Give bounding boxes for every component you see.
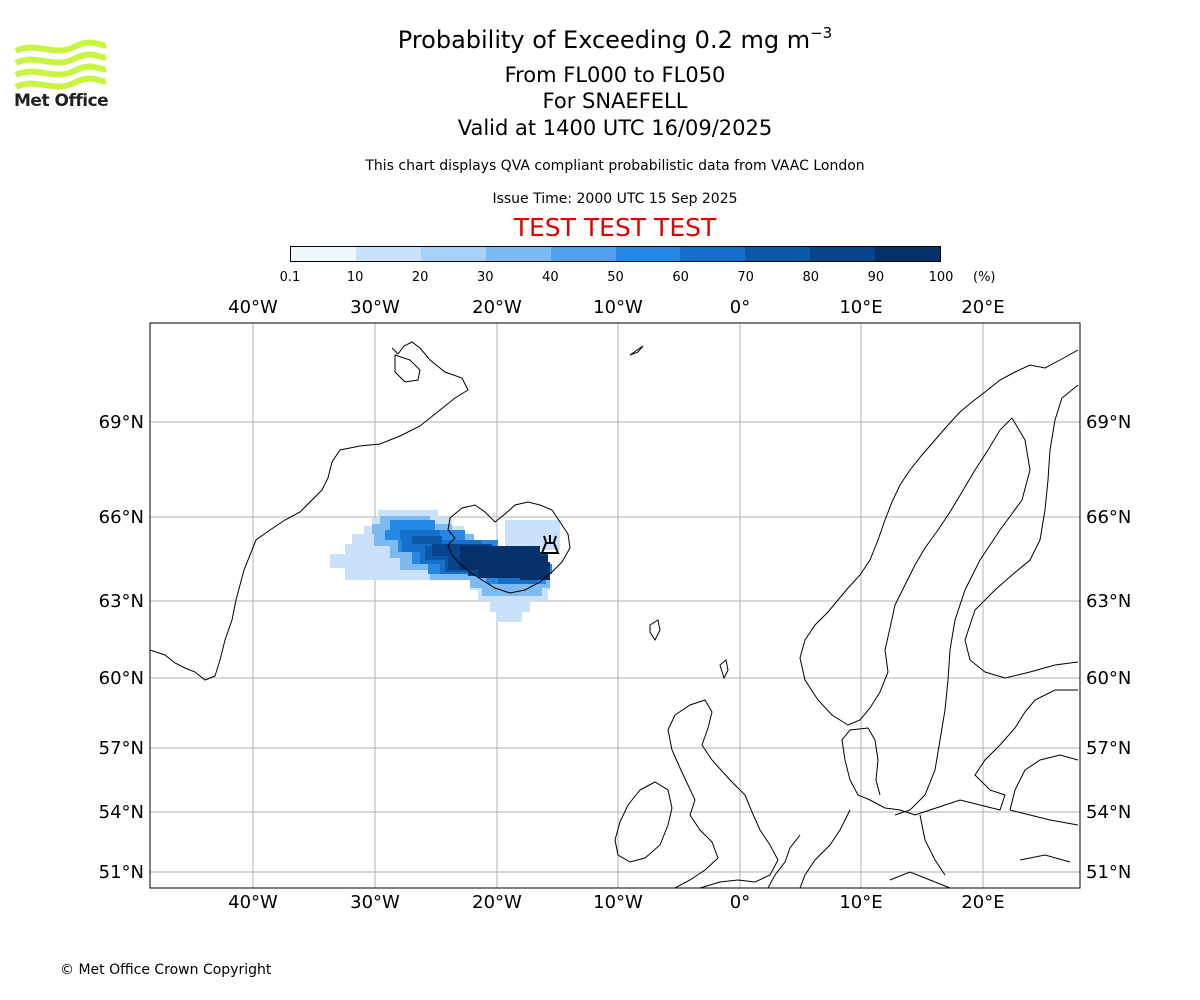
- latitude-label: 51°N: [1086, 862, 1131, 883]
- latitude-label: 69°N: [99, 412, 144, 433]
- ash-probability-cell: [482, 588, 542, 596]
- colorbar-bin: [485, 247, 551, 261]
- jan-mayen: [629, 345, 644, 356]
- latitude-label: 57°N: [1086, 738, 1131, 759]
- colorbar-bin: [680, 247, 746, 261]
- colorbar-tick-label: 30: [477, 270, 494, 285]
- map-frame: [149, 322, 1081, 889]
- sweden-finland-coast: [894, 384, 1079, 816]
- logo-text: Met Office: [14, 91, 109, 111]
- borders: [889, 754, 1079, 888]
- ash-probability-cell: [498, 574, 538, 584]
- colorbar-tick-label: 100: [928, 270, 954, 285]
- met-office-logo-icon: [14, 39, 107, 90]
- faroe-islands: [649, 619, 661, 642]
- ash-probability-cell: [390, 520, 435, 530]
- colorbar-tick-label: 0.1: [279, 270, 301, 285]
- longitude-label: 30°W: [350, 892, 400, 913]
- volcano-name: For SNAEFELL: [542, 89, 688, 113]
- colorbar-bin: [745, 247, 811, 261]
- colorbar-tick-label: 60: [672, 270, 689, 285]
- chart-title: Probability of Exceeding 0.2 mg m−3: [397, 24, 833, 54]
- colorbar-tick-label: 80: [802, 270, 820, 285]
- longitude-label: 20°E: [961, 892, 1004, 913]
- greenland-coast: [150, 341, 469, 681]
- ash-probability-cell: [400, 530, 440, 540]
- colorbar-bin: [420, 247, 486, 261]
- longitude-label: 20°E: [961, 297, 1004, 318]
- longitude-label: 10°W: [593, 892, 643, 913]
- latitude-label: 54°N: [1086, 802, 1131, 823]
- colorbar-tick-label: 20: [411, 270, 429, 285]
- test-banner: TEST TEST TEST: [513, 213, 717, 242]
- valid-time: Valid at 1400 UTC 16/09/2025: [457, 116, 773, 140]
- ash-probability-cell: [490, 600, 530, 612]
- greenland-fjord: [394, 354, 421, 383]
- continent-coast: [841, 689, 1078, 816]
- colorbar-bin: [291, 247, 356, 261]
- latitude-label: 57°N: [99, 738, 144, 759]
- colorbar-tick-label: 50: [607, 270, 624, 285]
- latitude-label: 63°N: [99, 591, 144, 612]
- iceland-coast: [447, 501, 571, 594]
- norway-coast: [799, 349, 1079, 726]
- ireland-coast: [614, 781, 673, 863]
- colorbar-tick-label: 10: [346, 270, 364, 285]
- longitude-label: 0°: [730, 297, 750, 318]
- colorbar-tick-label: 40: [542, 270, 559, 285]
- issue-time: Issue Time: 2000 UTC 15 Sep 2025: [492, 191, 738, 207]
- flight-level-range: From FL000 to FL050: [504, 63, 726, 87]
- colorbar-bin: [875, 247, 941, 261]
- latitude-label: 69°N: [1086, 412, 1131, 433]
- ash-probability-cell: [496, 612, 522, 622]
- colorbar-bin: [810, 247, 876, 261]
- continent-lowlands: [767, 809, 851, 888]
- graticule: [150, 323, 1080, 888]
- colorbar-unit: (%): [973, 270, 996, 285]
- latitude-label: 63°N: [1086, 591, 1131, 612]
- longitude-label: 10°E: [839, 297, 882, 318]
- longitude-label: 20°W: [472, 892, 522, 913]
- longitude-label: 40°W: [228, 892, 278, 913]
- latitude-label: 51°N: [99, 862, 144, 883]
- longitude-label: 30°W: [350, 297, 400, 318]
- axis-labels: 40°W 40°W 30°W 30°W 20°W 20°W 10°W 10°W 0° 0° 10°E…: [99, 297, 1132, 913]
- great-britain-coast: [667, 699, 779, 888]
- longitude-label: 20°W: [472, 297, 522, 318]
- volcano-icon: [540, 535, 560, 554]
- ash-probability-cell: [505, 520, 560, 550]
- longitude-label: 10°E: [839, 892, 882, 913]
- colorbar-bin: [615, 247, 681, 261]
- probability-colorbar: [290, 246, 941, 262]
- shetland: [719, 659, 729, 680]
- colorbar-tick-label: 90: [867, 270, 885, 285]
- longitude-label: 10°W: [593, 297, 643, 318]
- coastlines: [150, 341, 1079, 888]
- longitude-label: 40°W: [228, 297, 278, 318]
- latitude-label: 54°N: [99, 802, 144, 823]
- colorbar-tick-label: 70: [737, 270, 754, 285]
- latitude-label: 66°N: [99, 507, 144, 528]
- colorbar-bin: [550, 247, 616, 261]
- ash-probability-cell: [412, 536, 442, 544]
- latitude-label: 66°N: [1086, 507, 1131, 528]
- copyright: © Met Office Crown Copyright: [60, 962, 272, 978]
- ash-probability-cell: [520, 562, 550, 580]
- longitude-label: 0°: [730, 892, 750, 913]
- colorbar-bin: [355, 247, 421, 261]
- latitude-label: 60°N: [99, 668, 144, 689]
- latitude-label: 60°N: [1086, 668, 1131, 689]
- ash-probability-cell: [378, 510, 438, 518]
- qva-note: This chart displays QVA compliant probab…: [365, 158, 865, 174]
- ash-probability-field: [330, 510, 560, 622]
